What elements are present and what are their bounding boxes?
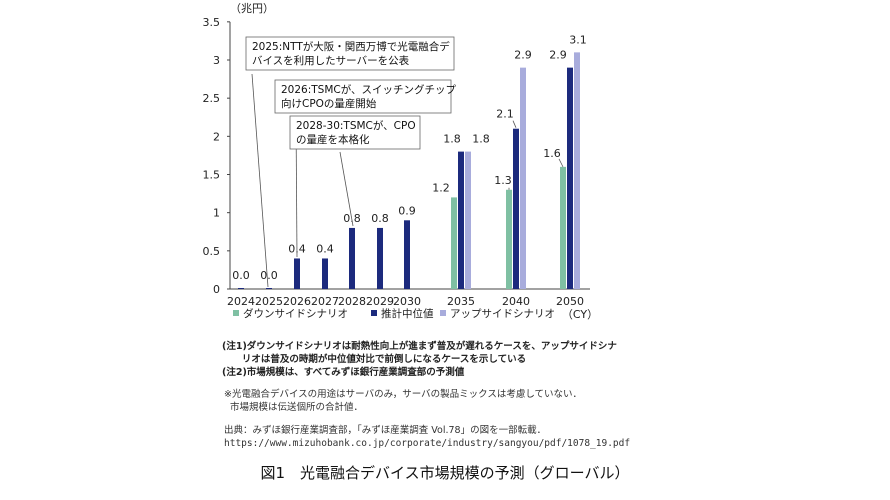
data-label-median: 0.4 <box>316 242 334 255</box>
annotation-text: の量産を本格化 <box>296 133 370 146</box>
x-tick-label: 2026 <box>283 295 311 308</box>
remark-line-1: ※光電融合デバイスの用途はサーバのみ，サーバの製品ミックスは考慮していない． <box>224 389 583 400</box>
data-label-downside: 1.6 <box>543 147 561 160</box>
y-tick-label: 3 <box>213 54 220 67</box>
data-label-leader <box>558 158 564 168</box>
legend-label: アップサイドシナリオ <box>450 308 555 320</box>
figure-caption: 図1 光電融合デバイス市場規模の予測（グローバル） <box>260 464 630 482</box>
x-tick-label: 2029 <box>366 295 394 308</box>
data-label-median: 0.0 <box>260 269 278 282</box>
annotation-text: バイスを利用したサーバーを公表 <box>252 54 410 67</box>
bar-median <box>404 220 410 289</box>
legend-label: 推計中位値 <box>381 307 434 320</box>
bar-downside <box>451 197 457 289</box>
bar-median <box>266 288 272 289</box>
annotation-text: 向けCPOの量産開始 <box>281 97 377 110</box>
bar-downside <box>506 189 512 289</box>
note-2: (注2)市場規模は、すべてみずほ銀行産業調査部の予測値 <box>222 367 465 378</box>
data-label-median: 1.8 <box>443 133 461 146</box>
data-label-median: 0.9 <box>398 204 416 217</box>
bar-upside <box>465 151 471 289</box>
annotation-leader <box>251 73 269 288</box>
y-tick-label: 2.5 <box>203 92 221 105</box>
annotation-text: 2028-30:TSMCが、CPO <box>296 119 416 132</box>
x-tick-label: 2050 <box>556 295 584 308</box>
bar-median <box>458 151 464 289</box>
bar-median <box>513 128 519 289</box>
annotation-text: 2026:TSMCが、スイッチングチップ <box>281 83 457 96</box>
bar-median <box>349 227 355 289</box>
annotation-box <box>274 79 452 114</box>
data-label-median: 2.1 <box>496 108 514 121</box>
data-label-leader <box>512 120 517 128</box>
source-citation: 出典：みずほ銀行産業調査部，「みずほ産業調査 Vol.78」の図を一部転載． <box>224 425 547 436</box>
x-tick-label: 2030 <box>393 295 421 308</box>
source-url: https://www.mizuhobank.co.jp/corporate/i… <box>224 438 631 449</box>
bar-median <box>294 258 300 289</box>
legend-swatch-upside <box>440 310 446 316</box>
annotation-text: 2025:NTTが大阪・関西万博で光電融合デ <box>252 40 450 53</box>
y-tick-label: 3.5 <box>203 16 221 29</box>
x-tick-label: 2040 <box>502 295 530 308</box>
bar-downside <box>560 166 566 289</box>
bar-upside <box>520 67 526 289</box>
legend-label: ダウンサイドシナリオ <box>243 307 348 320</box>
data-label-upside: 2.9 <box>514 49 532 62</box>
y-unit-label: （兆円） <box>230 2 274 15</box>
x-tick-label: 2025 <box>255 295 283 308</box>
x-tick-label: 2028 <box>338 295 366 308</box>
y-tick-label: 1.5 <box>203 169 221 182</box>
data-label-upside: 1.8 <box>472 133 490 146</box>
data-label-median: 0.0 <box>232 269 250 282</box>
annotation-box <box>245 36 455 71</box>
data-label-downside: 1.3 <box>494 174 512 187</box>
annotation-leader <box>339 151 354 227</box>
x-tick-label: 2024 <box>227 295 255 308</box>
y-tick-label: 1 <box>213 207 220 220</box>
bar-median <box>238 288 244 289</box>
bar-median <box>377 227 383 289</box>
data-label-downside: 1.2 <box>432 181 450 194</box>
y-tick-label: 2 <box>213 130 220 143</box>
y-tick-label: 0.5 <box>203 245 221 258</box>
data-label-upside: 3.1 <box>569 33 587 46</box>
note-1-line-2: リオは普及の時期が中位値対比で前倒しになるケースを示している <box>222 354 527 365</box>
legend-swatch-downside <box>233 310 239 316</box>
remark-line-2: 市場規模は伝送個所の合計値． <box>224 402 364 413</box>
bar-upside <box>574 52 580 289</box>
annotation-box <box>289 115 421 150</box>
note-1-line-1: (注1)ダウンサイドシナリオは耐熱性向上が進まず普及が遅れるケースを、アップサイ… <box>222 341 617 352</box>
bar-median <box>322 258 328 289</box>
bar-median <box>567 67 573 289</box>
y-tick-label: 0 <box>213 283 220 296</box>
legend-swatch-median <box>371 310 377 316</box>
x-unit-label: （CY） <box>562 308 598 321</box>
x-tick-label: 2035 <box>447 295 475 308</box>
data-label-median: 2.9 <box>549 49 567 62</box>
x-tick-label: 2027 <box>311 295 339 308</box>
data-label-median: 0.8 <box>371 212 389 225</box>
